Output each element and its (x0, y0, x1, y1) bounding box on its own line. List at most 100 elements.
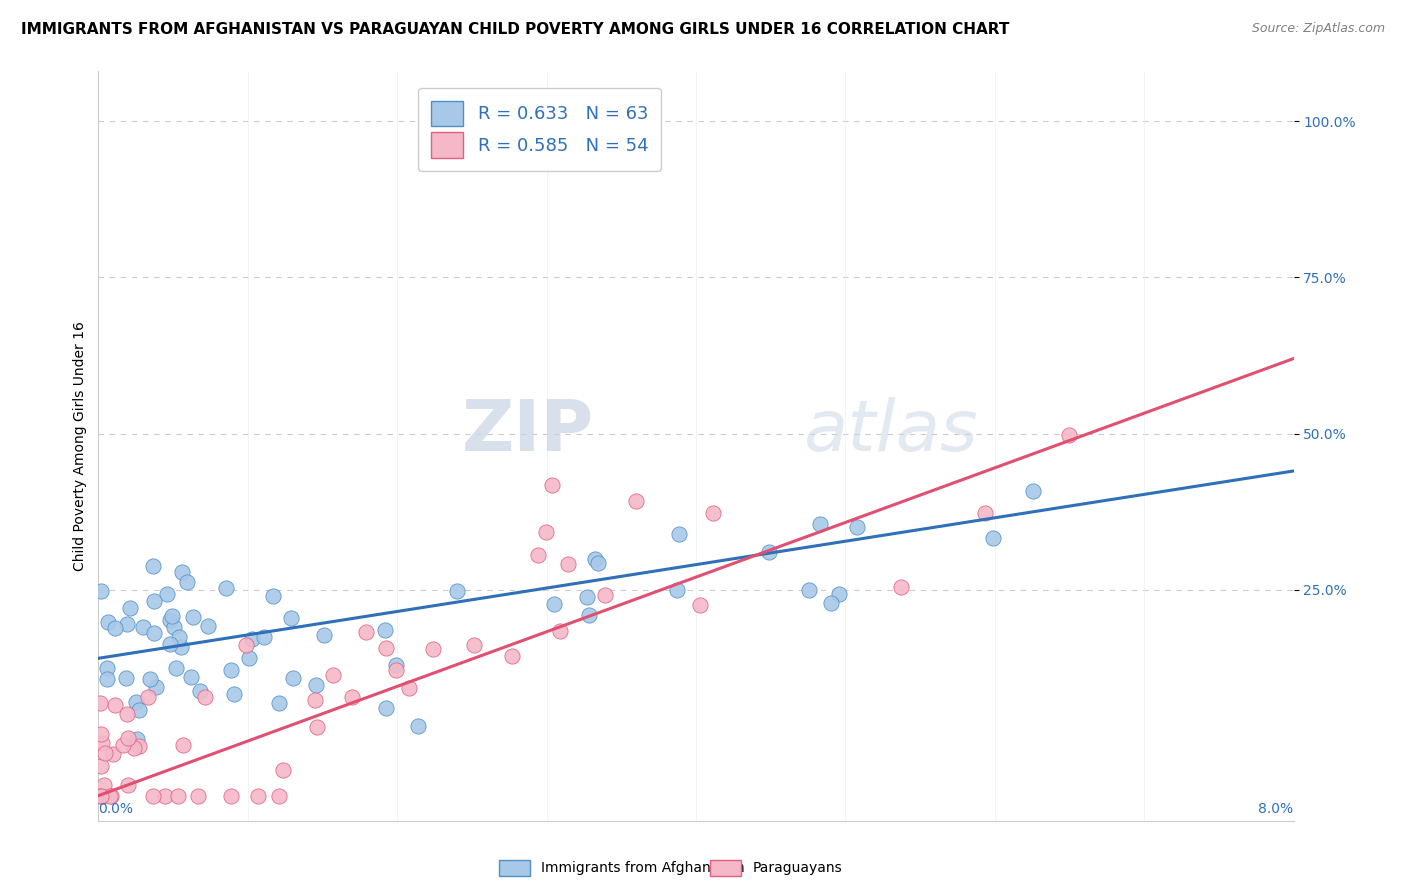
Point (138, 690, 160, 704)
Text: Paraguayans: Paraguayans (752, 861, 842, 875)
Point (557, 558, 579, 572)
Point (90, 789, 112, 803)
Point (125, 732, 148, 747)
Point (90, 583, 112, 598)
Point (576, 590, 599, 604)
Point (586, 557, 609, 571)
Point (398, 681, 420, 696)
Point (224, 687, 246, 701)
Point (385, 663, 408, 677)
Point (89, 789, 111, 803)
Text: 8.0%: 8.0% (1258, 802, 1294, 816)
Point (322, 668, 344, 682)
Text: atlas: atlas (804, 397, 979, 466)
Y-axis label: Child Poverty Among Girls Under 16: Child Poverty Among Girls Under 16 (73, 321, 87, 571)
Point (153, 789, 176, 803)
Point (312, 627, 335, 641)
Point (797, 582, 820, 597)
Text: Immigrants from Afghanistan: Immigrants from Afghanistan (541, 861, 745, 875)
Point (583, 552, 606, 566)
Point (280, 611, 302, 625)
Point (238, 651, 260, 665)
Point (305, 678, 328, 692)
Text: IMMIGRANTS FROM AFGHANISTAN VS PARAGUAYAN CHILD POVERTY AMONG GIRLS UNDER 16 COR: IMMIGRANTS FROM AFGHANISTAN VS PARAGUAYA… (21, 22, 1010, 37)
Point (375, 641, 398, 656)
Point (156, 587, 179, 601)
Point (281, 671, 304, 685)
Point (526, 548, 548, 562)
Point (170, 565, 193, 579)
Point (101, 747, 124, 762)
Point (165, 661, 187, 675)
Point (91, 789, 114, 803)
Point (235, 638, 257, 652)
Point (115, 617, 138, 632)
Point (702, 506, 724, 520)
Point (593, 589, 616, 603)
Point (689, 598, 711, 612)
Point (548, 624, 571, 638)
Text: Source: ZipAtlas.com: Source: ZipAtlas.com (1251, 22, 1385, 36)
Point (142, 789, 165, 803)
Point (340, 690, 363, 704)
Point (624, 494, 647, 508)
Point (808, 517, 831, 532)
Point (176, 574, 198, 589)
Point (167, 789, 190, 803)
Point (90, 759, 112, 773)
Point (536, 524, 558, 539)
Point (188, 683, 211, 698)
Point (219, 663, 242, 677)
Point (96, 673, 118, 687)
Point (115, 707, 138, 722)
Point (145, 680, 167, 694)
Point (142, 626, 165, 640)
Point (104, 621, 127, 635)
Point (385, 657, 408, 672)
Point (246, 789, 269, 803)
Point (219, 789, 242, 803)
Point (215, 581, 238, 595)
Point (124, 740, 146, 755)
Point (97, 615, 120, 629)
Point (89, 696, 111, 710)
Point (890, 580, 912, 594)
Point (828, 587, 851, 601)
Point (262, 589, 284, 603)
Point (253, 631, 276, 645)
Point (374, 623, 396, 637)
Point (143, 594, 166, 608)
Point (408, 719, 430, 733)
Point (1022, 483, 1045, 498)
Point (112, 738, 135, 752)
Point (240, 632, 263, 646)
Point (981, 532, 1004, 546)
Point (541, 478, 564, 492)
Point (128, 739, 150, 753)
Point (187, 789, 209, 803)
Point (578, 608, 600, 623)
Point (100, 789, 122, 803)
Text: 0.0%: 0.0% (98, 802, 134, 816)
Point (543, 597, 565, 611)
Point (267, 789, 290, 803)
Point (269, 696, 291, 710)
Point (666, 583, 689, 598)
Point (974, 506, 997, 520)
Point (271, 763, 294, 777)
Point (167, 630, 190, 644)
Point (93, 778, 115, 792)
Point (758, 544, 780, 558)
Point (139, 673, 162, 687)
Point (159, 613, 181, 627)
Point (163, 619, 186, 633)
Point (128, 703, 150, 717)
Point (374, 701, 396, 715)
Point (98, 789, 121, 803)
Legend: R = 0.633   N = 63, R = 0.585   N = 54: R = 0.633 N = 63, R = 0.585 N = 54 (418, 88, 661, 170)
Point (125, 695, 148, 709)
Point (422, 642, 444, 657)
Point (194, 690, 217, 705)
Point (820, 596, 842, 610)
Point (845, 520, 868, 534)
